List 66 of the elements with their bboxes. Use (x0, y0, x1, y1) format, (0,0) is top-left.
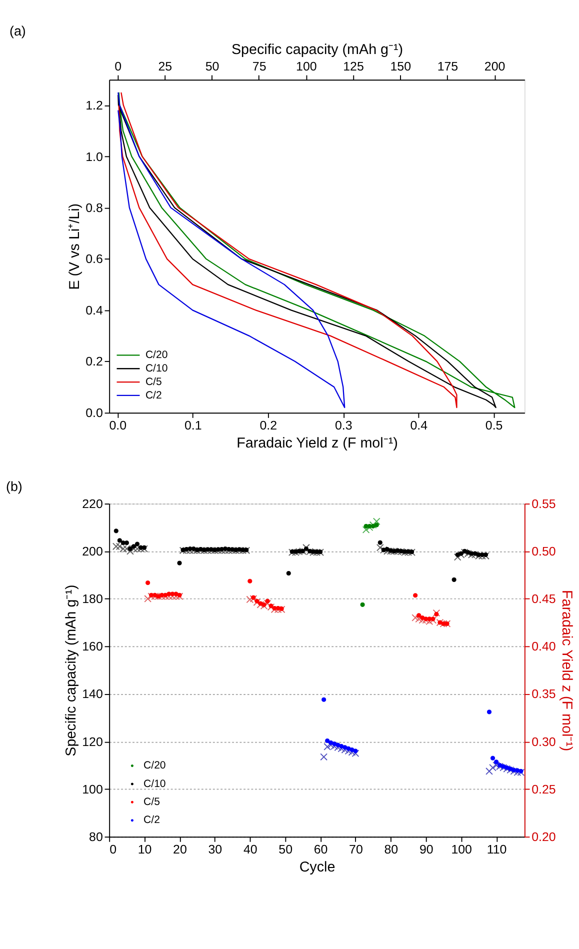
x-tick-label: 80 (384, 842, 398, 856)
x-tick-label: 40 (243, 842, 258, 856)
x-tick-label: 60 (314, 842, 328, 856)
y2-tick-label: 0.30 (532, 734, 556, 749)
legend-label: C/10 (145, 362, 168, 374)
y-tick-label: 200 (82, 544, 103, 558)
x-tick-label: 70 (349, 842, 363, 856)
x-tick-label: 50 (278, 842, 293, 856)
y-tick-label: 120 (82, 734, 103, 749)
x2-tick-label: 200 (484, 60, 506, 74)
y2-tick-label: 0.55 (532, 496, 556, 511)
legend-label: C/5 (144, 796, 160, 808)
y-tick-label: 1.0 (86, 150, 103, 164)
y2-tick-label: 0.45 (532, 592, 556, 606)
x-tick-label: 110 (486, 842, 507, 856)
y-tick-label: 0.8 (86, 201, 103, 216)
y-tick-label: 0.4 (86, 303, 103, 318)
x2-tick-label: 175 (437, 60, 458, 74)
x-tick-label: 0.1 (184, 418, 202, 432)
y-tick-label: 220 (82, 496, 103, 511)
y2-tick-label: 0.35 (532, 687, 556, 702)
x-tick-label: 90 (419, 842, 434, 856)
x2-tick-label: 50 (205, 60, 220, 74)
y2-axis-title: Faradaic Yield z (F mol⁻¹) (558, 590, 575, 752)
x-axis-title: Faradaic Yield z (F mol⁻¹) (236, 436, 398, 452)
x2-tick-label: 0 (114, 60, 122, 74)
y-tick-label: 140 (82, 687, 103, 702)
x-tick-label: 0.5 (485, 418, 503, 432)
x-axis-title: Cycle (299, 860, 336, 876)
x-tick-label: 0.4 (410, 418, 428, 432)
y2-tick-label: 0.20 (532, 830, 556, 844)
chart-title: (a) (10, 24, 26, 39)
y2-tick-label: 0.40 (532, 640, 556, 654)
x-tick-label: 10 (138, 842, 152, 856)
y-tick-label: 160 (82, 640, 103, 654)
legend-label: C/5 (145, 376, 162, 388)
x-tick-label: 20 (173, 842, 187, 856)
y-tick-label: 0.0 (86, 406, 103, 420)
legend-label: C/20 (144, 760, 166, 772)
x-tick-label: 0 (110, 842, 117, 856)
x2-tick-label: 150 (390, 60, 412, 74)
chart-title: (b) (6, 479, 22, 494)
x2-tick-label: 125 (343, 60, 364, 74)
y2-tick-label: 0.25 (532, 782, 556, 796)
x2-tick-label: 75 (252, 60, 266, 74)
legend-label: C/2 (145, 389, 162, 402)
x-tick-label: 0.0 (109, 418, 127, 432)
y2-tick-label: 0.50 (532, 544, 556, 558)
y-tick-label: 0.6 (86, 252, 103, 266)
y-tick-label: 80 (89, 830, 103, 844)
y-axis-title: Specific capacity (mAh g⁻¹) (63, 584, 80, 756)
x-tick-label: 0.3 (334, 418, 352, 432)
y-tick-label: 100 (82, 782, 103, 796)
x-tick-label: 30 (208, 842, 222, 856)
legend-label: C/20 (145, 349, 168, 362)
y-tick-label: 0.2 (86, 354, 103, 369)
y-tick-label: 1.2 (86, 98, 103, 113)
legend-label: C/10 (144, 778, 166, 790)
x2-tick-label: 100 (296, 60, 317, 74)
y-tick-label: 180 (82, 592, 103, 606)
y-axis-title: E (V vs Li⁺/Li) (66, 203, 83, 290)
legend-label: C/2 (144, 814, 160, 826)
x2-axis-title: Specific capacity (mAh g⁻¹) (231, 42, 404, 58)
x2-tick-label: 25 (158, 60, 172, 74)
x-tick-label: 0.2 (260, 418, 278, 432)
x-tick-label: 100 (451, 842, 472, 856)
